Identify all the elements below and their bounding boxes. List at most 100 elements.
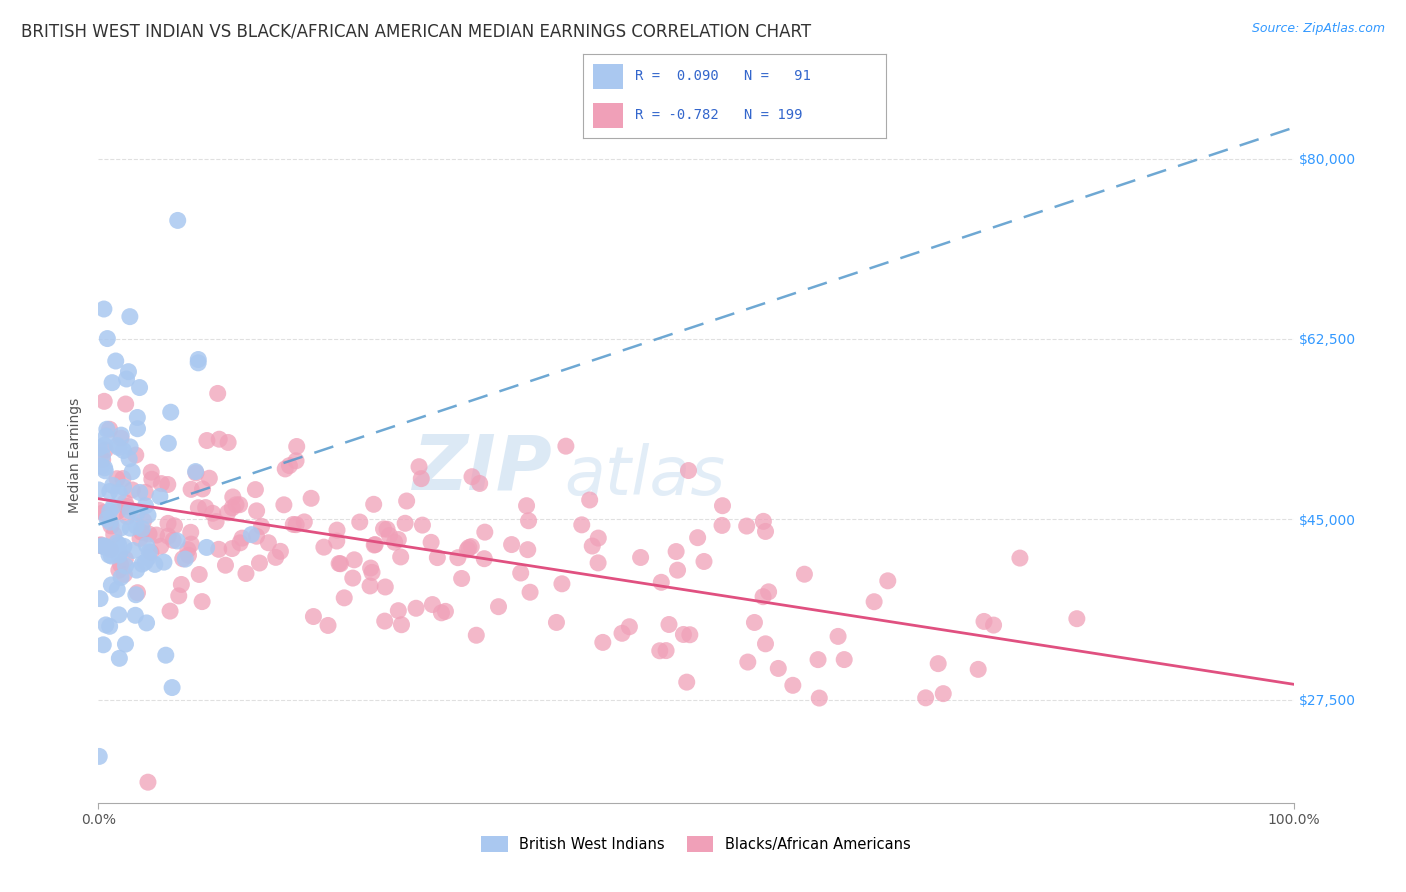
Point [134, 499, 156, 513]
Point [292, 515, 315, 529]
Point [98, 504, 121, 518]
Point [711, 518, 734, 533]
Point [108, 548, 131, 562]
Point [136, 550, 159, 565]
Point [285, 440, 308, 454]
Point [693, 554, 716, 568]
Point [166, 533, 188, 548]
Point [474, 525, 496, 540]
Point [509, 566, 531, 580]
Point [516, 499, 538, 513]
Point [457, 541, 479, 555]
Point [782, 678, 804, 692]
Point [94, 541, 117, 555]
Point [89, 749, 111, 764]
Point [447, 550, 470, 565]
Point [205, 515, 228, 529]
Point [501, 538, 523, 552]
Point [105, 505, 128, 519]
Point [807, 652, 830, 666]
Point [312, 540, 335, 554]
Point [122, 543, 145, 558]
Point [876, 574, 898, 588]
Point [93, 540, 115, 554]
Point [159, 405, 181, 419]
Point [96, 422, 118, 436]
Point [650, 575, 672, 590]
Point [273, 498, 295, 512]
Point [374, 614, 396, 628]
Point [112, 567, 135, 582]
Point [112, 443, 135, 458]
Point [195, 434, 218, 448]
Point [157, 436, 180, 450]
Point [120, 521, 142, 535]
Point [98, 619, 121, 633]
Point [125, 506, 148, 520]
Point [827, 629, 849, 643]
Point [250, 519, 273, 533]
Point [927, 657, 949, 671]
Point [93, 460, 115, 475]
Point [592, 635, 614, 649]
Point [110, 521, 132, 535]
Point [100, 519, 122, 533]
Point [157, 529, 180, 543]
Point [101, 500, 124, 514]
Point [114, 495, 136, 509]
Point [363, 497, 385, 511]
Point [187, 500, 209, 515]
Point [349, 515, 371, 529]
Point [326, 523, 349, 537]
Point [228, 498, 250, 512]
Point [87, 483, 110, 497]
Point [94, 464, 117, 478]
Point [299, 491, 322, 506]
Point [121, 483, 143, 497]
Point [172, 551, 194, 566]
Point [91, 452, 114, 467]
Point [118, 451, 141, 466]
Point [516, 542, 538, 557]
Point [744, 615, 766, 630]
Point [768, 661, 790, 675]
Point [100, 549, 122, 563]
Point [107, 538, 129, 552]
Point [98, 484, 121, 499]
Point [125, 448, 148, 462]
Point [752, 514, 775, 528]
Point [112, 480, 135, 494]
Point [394, 516, 416, 531]
Point [389, 549, 412, 564]
Point [198, 471, 221, 485]
Point [120, 504, 142, 518]
Point [128, 380, 150, 394]
Point [94, 443, 117, 458]
Point [105, 439, 128, 453]
Point [141, 472, 163, 486]
Point [863, 595, 886, 609]
Text: R =  0.090   N =   91: R = 0.090 N = 91 [636, 70, 811, 83]
Point [554, 439, 576, 453]
Point [245, 529, 267, 543]
Point [177, 542, 200, 557]
Point [155, 648, 177, 663]
Point [134, 555, 156, 569]
Point [465, 628, 488, 642]
Point [162, 533, 184, 548]
Point [118, 310, 141, 324]
Point [675, 675, 697, 690]
Point [374, 580, 396, 594]
Point [360, 561, 382, 575]
Point [115, 500, 138, 514]
Point [105, 582, 128, 597]
Point [156, 516, 179, 531]
Point [138, 545, 160, 559]
Point [619, 620, 641, 634]
Point [450, 572, 472, 586]
Point [1066, 612, 1088, 626]
Point [135, 615, 157, 630]
Point [384, 535, 406, 549]
Point [411, 472, 433, 486]
Point [128, 485, 150, 500]
